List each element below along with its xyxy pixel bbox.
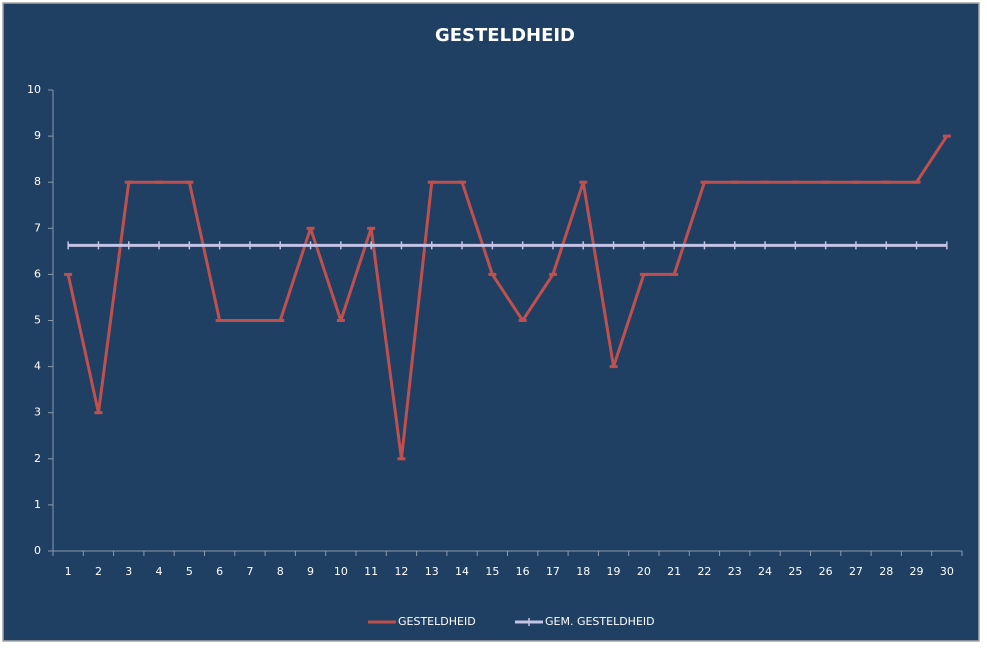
x-tick-label: 3 bbox=[125, 565, 132, 578]
x-tick-label: 10 bbox=[334, 565, 348, 578]
legend-label: GESTELDHEID bbox=[398, 615, 476, 628]
y-tick-label: 9 bbox=[34, 129, 41, 142]
x-tick-label: 20 bbox=[637, 565, 651, 578]
x-tick-label: 2 bbox=[95, 565, 102, 578]
x-tick-label: 11 bbox=[364, 565, 378, 578]
x-tick-label: 22 bbox=[697, 565, 711, 578]
x-tick-label: 18 bbox=[576, 565, 590, 578]
x-tick-label: 15 bbox=[485, 565, 499, 578]
x-tick-label: 30 bbox=[940, 565, 954, 578]
y-tick-label: 8 bbox=[34, 175, 41, 188]
x-tick-label: 27 bbox=[849, 565, 863, 578]
x-tick-label: 19 bbox=[607, 565, 621, 578]
y-tick-label: 0 bbox=[34, 544, 41, 557]
y-tick-label: 6 bbox=[34, 267, 41, 280]
x-tick-label: 5 bbox=[186, 565, 193, 578]
x-tick-label: 26 bbox=[819, 565, 833, 578]
y-tick-label: 2 bbox=[34, 452, 41, 465]
x-tick-label: 17 bbox=[546, 565, 560, 578]
y-tick-label: 7 bbox=[34, 221, 41, 234]
x-tick-label: 8 bbox=[277, 565, 284, 578]
x-tick-label: 9 bbox=[307, 565, 314, 578]
x-tick-label: 12 bbox=[394, 565, 408, 578]
y-tick-label: 10 bbox=[27, 83, 41, 96]
y-tick-label: 1 bbox=[34, 498, 41, 511]
legend-label: GEM. GESTELDHEID bbox=[545, 615, 655, 628]
y-tick-label: 5 bbox=[34, 314, 41, 327]
x-tick-label: 24 bbox=[758, 565, 772, 578]
x-tick-label: 6 bbox=[216, 565, 223, 578]
y-tick-label: 3 bbox=[34, 406, 41, 419]
x-tick-label: 21 bbox=[667, 565, 681, 578]
x-tick-label: 16 bbox=[516, 565, 530, 578]
x-tick-label: 25 bbox=[788, 565, 802, 578]
series-line bbox=[66, 135, 949, 461]
chart-background bbox=[2, 2, 980, 642]
x-tick-label: 23 bbox=[728, 565, 742, 578]
x-tick-label: 4 bbox=[156, 565, 163, 578]
x-tick-label: 29 bbox=[910, 565, 924, 578]
x-tick-label: 7 bbox=[246, 565, 253, 578]
y-tick-label: 4 bbox=[34, 360, 41, 373]
x-tick-label: 1 bbox=[65, 565, 72, 578]
x-tick-label: 14 bbox=[455, 565, 469, 578]
chart-title: GESTELDHEID bbox=[435, 25, 575, 46]
x-tick-label: 13 bbox=[425, 565, 439, 578]
x-tick-label: 28 bbox=[879, 565, 893, 578]
